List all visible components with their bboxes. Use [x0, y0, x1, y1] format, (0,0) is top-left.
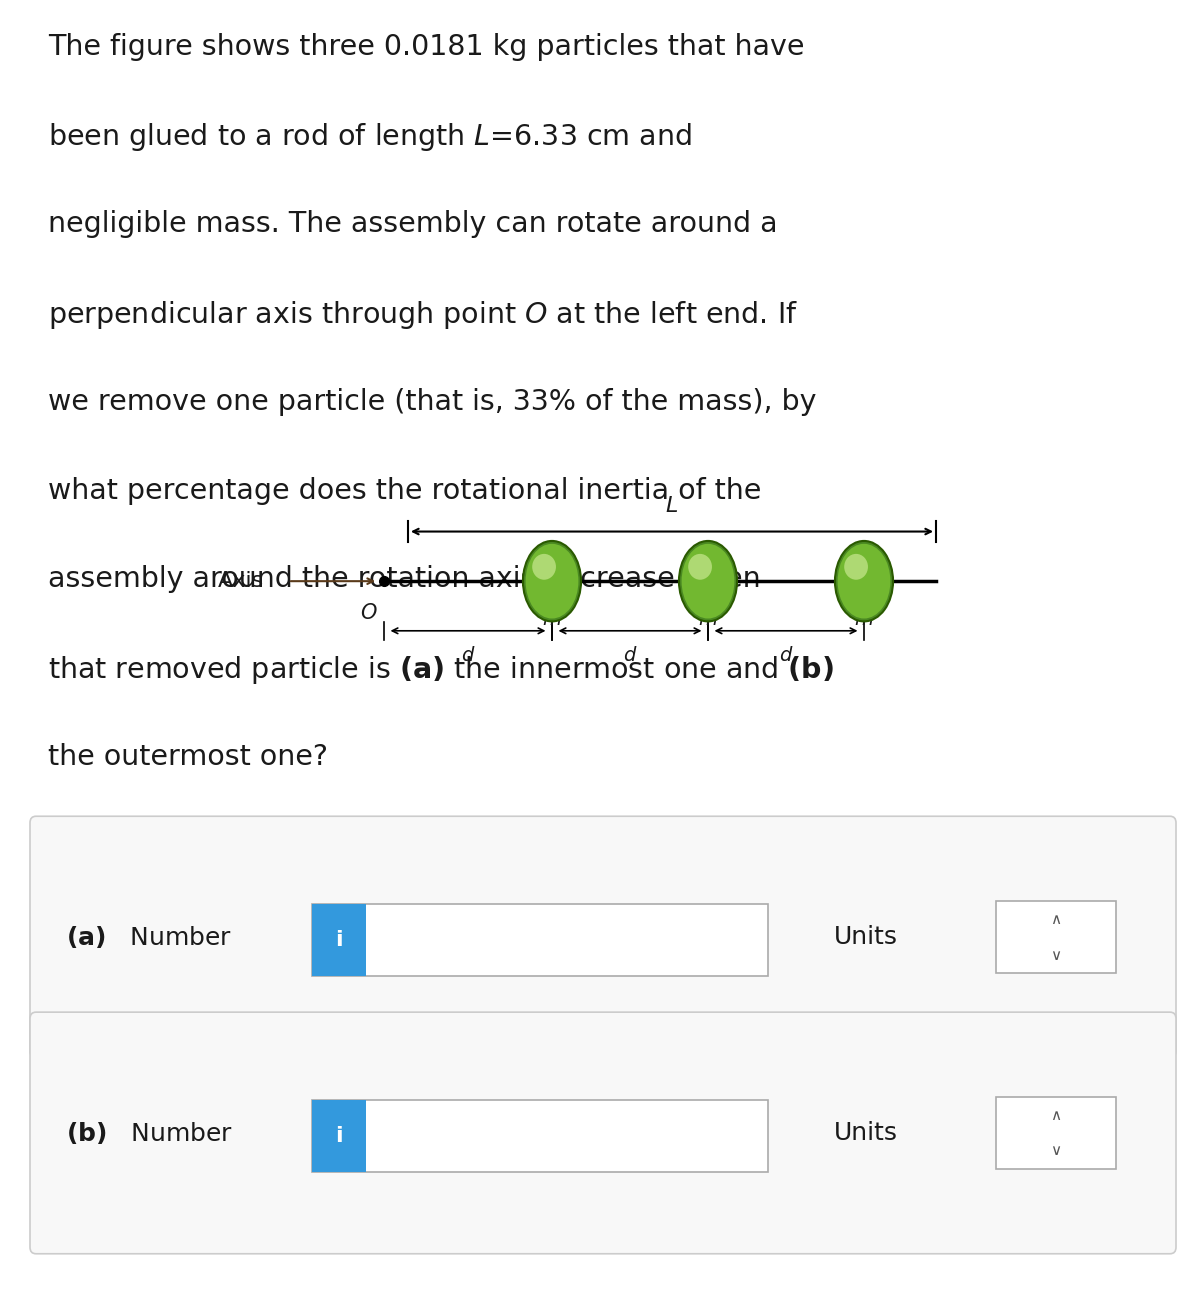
- Ellipse shape: [845, 554, 868, 580]
- FancyBboxPatch shape: [312, 1100, 366, 1173]
- Ellipse shape: [523, 541, 581, 622]
- Text: ∨: ∨: [1050, 948, 1062, 963]
- Text: Units: Units: [834, 1121, 898, 1145]
- Text: been glued to a rod of length $L$=6.33 cm and: been glued to a rod of length $L$=6.33 c…: [48, 121, 691, 154]
- Ellipse shape: [679, 541, 737, 622]
- Text: Units: Units: [834, 925, 898, 949]
- FancyBboxPatch shape: [996, 901, 1116, 973]
- Ellipse shape: [526, 543, 578, 619]
- Text: $d$: $d$: [461, 646, 475, 666]
- Ellipse shape: [682, 543, 734, 619]
- Ellipse shape: [689, 554, 712, 580]
- FancyBboxPatch shape: [312, 904, 366, 977]
- Ellipse shape: [838, 543, 890, 619]
- Text: we remove one particle (that is, 33% of the mass), by: we remove one particle (that is, 33% of …: [48, 388, 816, 415]
- Text: $m$: $m$: [698, 610, 718, 629]
- Text: what percentage does the rotational inertia of the: what percentage does the rotational iner…: [48, 477, 761, 504]
- Ellipse shape: [533, 554, 556, 580]
- Text: $O$: $O$: [360, 603, 378, 623]
- FancyBboxPatch shape: [312, 904, 768, 977]
- Text: Axis: Axis: [217, 571, 264, 592]
- Text: ∧: ∧: [1050, 912, 1062, 927]
- Text: the outermost one?: the outermost one?: [48, 743, 328, 771]
- Text: $\bf{(b)}$   Number: $\bf{(b)}$ Number: [66, 1121, 233, 1145]
- FancyBboxPatch shape: [30, 816, 1176, 1058]
- Text: $L$: $L$: [666, 496, 678, 516]
- Text: $d$: $d$: [779, 646, 793, 666]
- Text: $d$: $d$: [623, 646, 637, 666]
- Text: ∧: ∧: [1050, 1107, 1062, 1122]
- Text: ∨: ∨: [1050, 1144, 1062, 1158]
- Text: i: i: [335, 930, 343, 951]
- Text: i: i: [335, 1126, 343, 1147]
- FancyBboxPatch shape: [30, 1012, 1176, 1254]
- Text: perpendicular axis through point $O$ at the left end. If: perpendicular axis through point $O$ at …: [48, 299, 798, 332]
- FancyBboxPatch shape: [312, 1100, 768, 1173]
- Ellipse shape: [835, 541, 893, 622]
- Text: $m$: $m$: [854, 610, 874, 629]
- Text: that removed particle is $\bf{(a)}$ the innermost one and $\bf{(b)}$: that removed particle is $\bf{(a)}$ the …: [48, 654, 834, 687]
- Text: $m$: $m$: [542, 610, 562, 629]
- Text: $\bf{(a)}$   Number: $\bf{(a)}$ Number: [66, 925, 232, 949]
- FancyBboxPatch shape: [996, 1097, 1116, 1169]
- Text: The figure shows three 0.0181 kg particles that have: The figure shows three 0.0181 kg particl…: [48, 33, 804, 60]
- Text: negligible mass. The assembly can rotate around a: negligible mass. The assembly can rotate…: [48, 210, 778, 238]
- Text: assembly around the rotation axis decrease when: assembly around the rotation axis decrea…: [48, 565, 761, 593]
